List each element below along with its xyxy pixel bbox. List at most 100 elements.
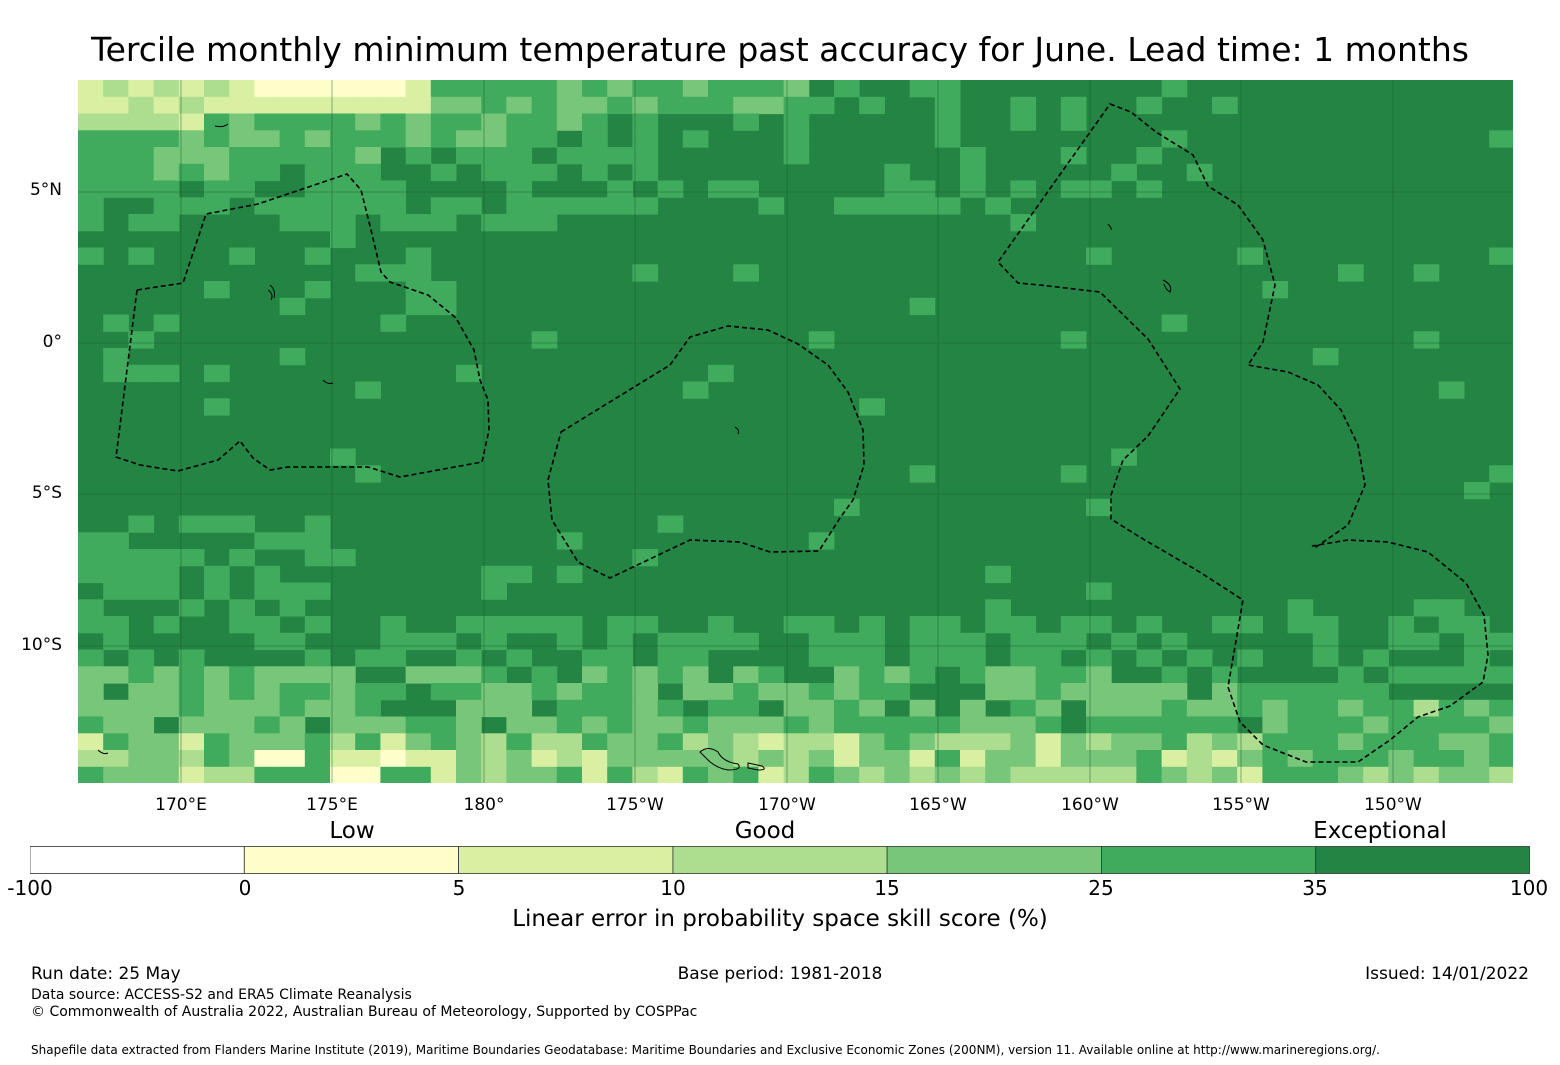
grid-cell: [456, 716, 482, 734]
grid-cell: [1111, 163, 1137, 182]
grid-cell: [531, 733, 558, 751]
grid-cell: [405, 632, 432, 651]
grid-cell: [78, 716, 104, 734]
grid-cell: [405, 750, 432, 768]
grid-cell: [1262, 716, 1289, 734]
grid-cell: [330, 163, 356, 182]
grid-cell: [708, 80, 734, 98]
grid-cell: [960, 716, 986, 734]
grid-cell: [808, 750, 835, 768]
grid-cell: [1363, 766, 1389, 785]
grid-cell: [733, 264, 759, 282]
grid-cell: [204, 699, 230, 718]
grid-cell: [708, 733, 734, 751]
grid-cell: [153, 364, 180, 383]
grid-cell: [1413, 733, 1440, 751]
grid-cell: [682, 683, 709, 701]
grid-cell: [1186, 766, 1213, 785]
grid-cell: [153, 582, 180, 600]
grid-cell: [1136, 96, 1163, 115]
grid-cell: [1136, 616, 1163, 634]
grid-cell: [481, 130, 507, 148]
grid-cell: [304, 147, 331, 165]
grid-cell: [783, 80, 810, 98]
grid-cell: [808, 733, 835, 751]
grid-cell: [657, 733, 684, 751]
grid-cell: [1186, 163, 1213, 182]
grid-cell: [1287, 599, 1314, 617]
coastline-atoll-d: [1107, 223, 1112, 231]
grid-cell: [128, 699, 155, 718]
copyright: © Commonwealth of Australia 2022, Austra…: [31, 1004, 698, 1020]
grid-cell: [153, 180, 180, 198]
grid-cell: [1035, 699, 1062, 718]
grid-cell: [1312, 716, 1339, 734]
grid-cell: [153, 766, 180, 785]
grid-cell: [456, 733, 482, 751]
grid-cell: [204, 766, 230, 785]
grid-cell: [1388, 766, 1415, 785]
grid-cell: [103, 666, 129, 684]
eez-boundaries: [115, 103, 1489, 763]
grid-cell: [405, 80, 432, 98]
grid-cell: [229, 616, 255, 634]
grid-cell: [1237, 683, 1263, 701]
eez-boundary-tokelau-phoenix: [547, 325, 865, 579]
grid-cell: [960, 163, 986, 182]
grid-cell: [1262, 750, 1289, 768]
grid-cell: [783, 716, 810, 734]
grid-cell: [531, 750, 558, 768]
grid-cell: [304, 113, 331, 131]
grid-cell: [430, 766, 457, 785]
grid-cell: [103, 549, 129, 567]
grid-cell: [405, 264, 432, 282]
grid-cell: [859, 649, 885, 667]
grid-cell: [1136, 750, 1163, 768]
grid-cell: [380, 314, 407, 332]
grid-cell: [985, 733, 1011, 751]
grid-cell: [1338, 716, 1364, 734]
grid-cell: [1060, 766, 1087, 785]
grid-cell: [682, 649, 709, 667]
grid-cell: [1287, 750, 1314, 768]
grid-cell: [1413, 716, 1440, 734]
grid-cell: [456, 766, 482, 785]
grid-cell: [103, 314, 129, 332]
grid-cell: [1413, 750, 1440, 768]
grid-cell: [229, 163, 255, 182]
grid-cell: [1262, 766, 1289, 785]
grid-cell: [1086, 683, 1112, 701]
grid-cell: [1111, 448, 1137, 466]
colorbar-label: Linear error in probability space skill …: [512, 906, 1048, 932]
grid-cell: [481, 632, 507, 651]
grid-cell: [380, 616, 407, 634]
grid-cell: [556, 197, 583, 215]
coastline-samoa: [699, 748, 740, 771]
grid-cell: [204, 582, 230, 600]
colorbar-segment: [1101, 846, 1317, 874]
grid-cell: [733, 716, 759, 734]
grid-cell: [506, 766, 533, 785]
grid-cell: [229, 766, 255, 785]
grid-cell: [330, 766, 356, 785]
grid-cell: [1086, 649, 1112, 667]
grid-cell: [1287, 716, 1314, 734]
grid-cell: [909, 197, 936, 215]
grid-cell: [128, 147, 155, 165]
grid-cell: [128, 565, 155, 584]
grid-cell: [355, 163, 381, 182]
grid-cell: [607, 649, 633, 667]
grid-cell: [808, 766, 835, 785]
grid-cell: [960, 180, 986, 198]
grid-cell: [1060, 96, 1087, 115]
grid-cell: [1010, 113, 1037, 131]
grid-cell: [153, 197, 180, 215]
grid-cell: [304, 214, 331, 232]
grid-cell: [153, 750, 180, 768]
grid-cell: [481, 96, 507, 115]
grid-cell: [430, 130, 457, 148]
grid-cell: [758, 750, 785, 768]
grid-cell: [254, 80, 281, 98]
grid-cell: [1312, 699, 1339, 718]
grid-cell: [1363, 750, 1389, 768]
